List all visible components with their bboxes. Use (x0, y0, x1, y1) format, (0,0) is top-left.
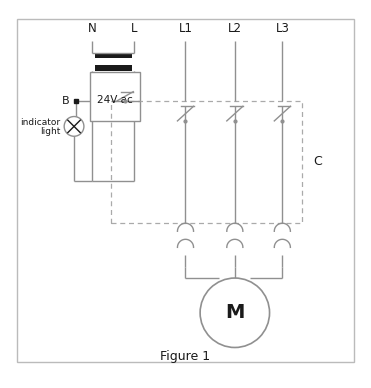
Text: L1: L1 (178, 22, 193, 35)
Bar (95, 65, 132, 71)
Text: Figure 1: Figure 1 (160, 350, 211, 363)
Text: 24V ac: 24V ac (97, 95, 133, 105)
Bar (95, 52, 132, 59)
Text: L2: L2 (228, 22, 242, 35)
Text: L3: L3 (275, 22, 289, 35)
Text: L: L (131, 22, 138, 35)
Circle shape (64, 116, 84, 136)
Circle shape (200, 278, 270, 348)
Text: N: N (88, 22, 97, 35)
Text: light: light (40, 126, 60, 136)
Text: B: B (62, 96, 70, 106)
Bar (111, 101, 302, 223)
Bar (90, 71, 140, 121)
Text: indicator: indicator (20, 118, 60, 127)
Text: M: M (225, 303, 244, 322)
Text: C: C (313, 154, 322, 168)
